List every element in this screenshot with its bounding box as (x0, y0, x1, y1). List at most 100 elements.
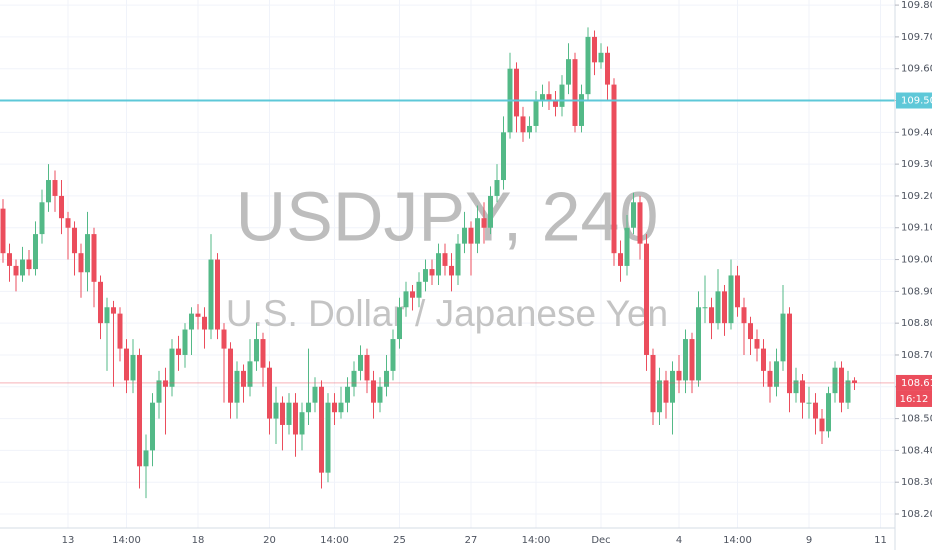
x-tick-label: 14:00 (112, 535, 141, 546)
candle-body (696, 307, 701, 381)
candle-body (670, 370, 675, 403)
candle-body (488, 195, 493, 228)
level-label-box (896, 92, 932, 109)
candle-body (416, 281, 422, 298)
candle-body (325, 402, 331, 473)
candle-body (0, 208, 6, 254)
candle-body (767, 370, 773, 387)
candle-body (819, 418, 825, 432)
candle-body (592, 36, 597, 63)
candle-body (364, 354, 370, 381)
candle-body (85, 234, 90, 273)
candle-body (475, 218, 480, 244)
candle-body (709, 307, 714, 324)
candle-body (247, 361, 253, 387)
candle-body (228, 348, 233, 403)
candle-body (579, 94, 584, 126)
candle-body (358, 354, 363, 371)
candle-body (410, 291, 415, 298)
candle-body (826, 393, 831, 432)
axes: 108.200108.300108.400108.500108.600108.7… (62, 0, 932, 546)
candle-body (618, 253, 623, 266)
candle-body (377, 386, 383, 403)
candles (0, 27, 895, 499)
candle-body (52, 180, 58, 196)
candle-body (33, 234, 38, 270)
y-tick-label: 109.600 (901, 64, 932, 75)
candle-body (403, 291, 409, 308)
candle-body (787, 313, 792, 394)
candle-body (98, 281, 103, 324)
countdown-label: 16:12 (900, 394, 929, 405)
candle-body (559, 84, 565, 107)
candle-body (611, 84, 617, 254)
candle-body (631, 202, 636, 228)
candle-body (65, 218, 71, 228)
y-tick-label: 109.400 (901, 127, 932, 138)
grid (0, 0, 895, 528)
candle-body (267, 367, 272, 419)
x-tick-label: 18 (192, 535, 205, 546)
level-label: 109.500 (901, 96, 932, 107)
candle-body (338, 402, 344, 413)
candle-body (754, 339, 760, 349)
candle-body (839, 367, 844, 403)
candle-body (585, 36, 591, 95)
candle-body (774, 361, 779, 387)
candle-body (20, 259, 25, 276)
candle-body (189, 313, 194, 330)
candle-body (605, 52, 610, 85)
y-tick-label: 109.100 (901, 223, 932, 234)
candle-body (319, 386, 324, 473)
candle-body (13, 265, 19, 276)
candle-body (462, 227, 467, 244)
candle-body (423, 269, 428, 282)
x-tick-label: 14:00 (522, 535, 551, 546)
candle-body (793, 380, 799, 394)
candle-body (7, 253, 12, 266)
candle-body (501, 132, 506, 181)
candle-body (215, 259, 220, 330)
candle-body (332, 402, 337, 413)
candle-body (748, 323, 753, 340)
candle-body (715, 291, 721, 324)
candle-body (553, 100, 558, 107)
candle-body (202, 316, 207, 330)
watermark-subtitle: U.S. Dollar / Japanese Yen (226, 293, 668, 334)
candle-body (494, 180, 500, 196)
candle-body (195, 313, 201, 317)
candle-body (78, 253, 84, 273)
candle-body (442, 253, 448, 266)
candle-body (644, 243, 649, 355)
candle-body (156, 380, 162, 403)
candle-body (234, 370, 240, 403)
candle-body (533, 100, 539, 126)
countdown-box (896, 390, 932, 407)
candle-body (306, 402, 311, 413)
candle-body (273, 402, 279, 419)
candle-body (728, 275, 734, 324)
y-tick-label: 108.800 (901, 318, 932, 329)
candle-body (46, 180, 51, 203)
x-tick-label: 14:00 (723, 535, 752, 546)
candle-body (351, 370, 357, 387)
candle-body (117, 313, 123, 349)
candle-body (39, 202, 45, 235)
candle-body (455, 243, 461, 276)
candle-body (527, 125, 532, 133)
candle-body (572, 59, 578, 126)
x-tick-label: 27 (465, 535, 478, 546)
candle-body (566, 59, 571, 85)
candle-body (104, 307, 110, 324)
candle-body (813, 402, 818, 419)
candle-body (761, 348, 766, 371)
candle-body (371, 380, 376, 403)
candle-body (91, 234, 97, 282)
y-tick-label: 109.000 (901, 255, 932, 266)
candle-body (598, 52, 604, 63)
candle-body (852, 380, 857, 383)
y-tick-label: 108.900 (901, 286, 932, 297)
last-price-box (896, 374, 932, 391)
candle-body (676, 370, 682, 381)
candle-body (546, 94, 552, 101)
